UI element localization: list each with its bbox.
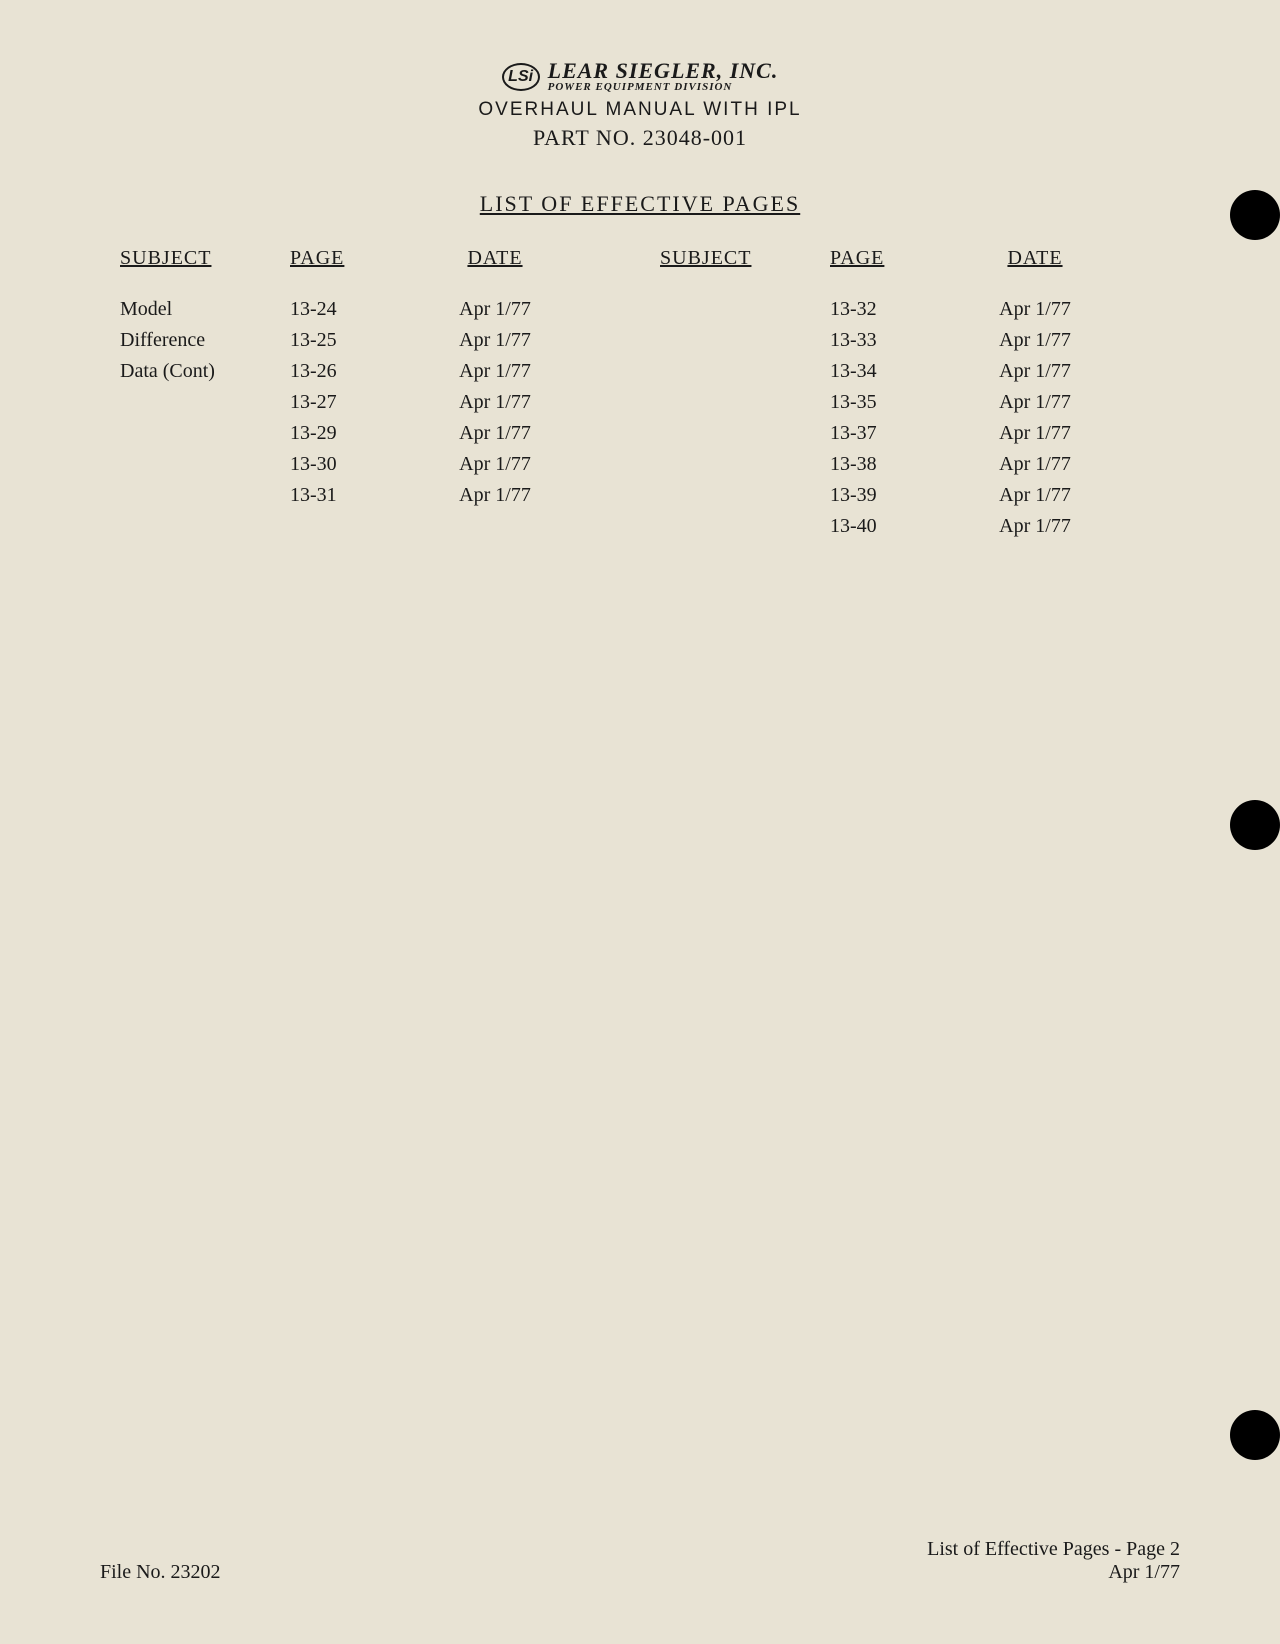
punch-hole xyxy=(1230,1410,1280,1460)
table-row: Data (Cont)13-26Apr 1/77 xyxy=(120,356,620,387)
cell-subject xyxy=(660,511,830,542)
cell-page: 13-37 xyxy=(830,418,960,449)
table-row: 13-33Apr 1/77 xyxy=(660,325,1160,356)
cell-subject xyxy=(660,418,830,449)
cell-page: 13-33 xyxy=(830,325,960,356)
cell-date: Apr 1/77 xyxy=(960,418,1110,449)
cell-subject xyxy=(660,480,830,511)
table-header-row: SUBJECT PAGE DATE xyxy=(120,247,620,270)
punch-hole xyxy=(1230,800,1280,850)
company-title: LEAR SIEGLER, INC. xyxy=(548,60,779,82)
table-row: 13-29Apr 1/77 xyxy=(120,418,620,449)
column-header-subject: SUBJECT xyxy=(120,247,290,270)
cell-page: 13-39 xyxy=(830,480,960,511)
document-header: LSi LEAR SIEGLER, INC. POWER EQUIPMENT D… xyxy=(100,60,1180,151)
cell-date: Apr 1/77 xyxy=(960,387,1110,418)
cell-subject xyxy=(660,449,830,480)
cell-page: 13-40 xyxy=(830,511,960,542)
cell-subject: Data (Cont) xyxy=(120,356,290,387)
column-header-date: DATE xyxy=(960,247,1110,270)
column-header-date: DATE xyxy=(420,247,570,270)
manual-title: OVERHAUL MANUAL WITH IPL xyxy=(100,99,1180,121)
punch-hole xyxy=(1230,190,1280,240)
cell-subject xyxy=(120,387,290,418)
cell-date: Apr 1/77 xyxy=(420,449,570,480)
company-subtitle: POWER EQUIPMENT DIVISION xyxy=(548,82,779,93)
section-title: LIST OF EFFECTIVE PAGES xyxy=(100,191,1180,217)
cell-date: Apr 1/77 xyxy=(960,480,1110,511)
cell-subject xyxy=(660,325,830,356)
table-row: 13-34Apr 1/77 xyxy=(660,356,1160,387)
table-row: 13-40Apr 1/77 xyxy=(660,511,1160,542)
cell-page: 13-38 xyxy=(830,449,960,480)
effective-pages-table: SUBJECT PAGE DATE Model13-24Apr 1/77Diff… xyxy=(100,247,1180,542)
footer-page-label: List of Effective Pages - Page 2 xyxy=(927,1538,1180,1561)
table-row: 13-32Apr 1/77 xyxy=(660,294,1160,325)
cell-subject xyxy=(660,356,830,387)
cell-date: Apr 1/77 xyxy=(420,294,570,325)
footer-date: Apr 1/77 xyxy=(927,1561,1180,1584)
part-number: PART NO. 23048-001 xyxy=(100,125,1180,151)
cell-subject xyxy=(120,480,290,511)
cell-page: 13-26 xyxy=(290,356,420,387)
footer-right: List of Effective Pages - Page 2 Apr 1/7… xyxy=(927,1538,1180,1584)
cell-subject xyxy=(660,387,830,418)
cell-date: Apr 1/77 xyxy=(420,480,570,511)
cell-subject xyxy=(120,418,290,449)
cell-date: Apr 1/77 xyxy=(420,325,570,356)
cell-page: 13-30 xyxy=(290,449,420,480)
cell-page: 13-35 xyxy=(830,387,960,418)
cell-date: Apr 1/77 xyxy=(960,294,1110,325)
column-header-subject: SUBJECT xyxy=(660,247,830,270)
company-logo-icon: LSi xyxy=(502,63,540,91)
company-name-block: LEAR SIEGLER, INC. POWER EQUIPMENT DIVIS… xyxy=(548,60,779,93)
cell-date: Apr 1/77 xyxy=(420,356,570,387)
document-footer: File No. 23202 List of Effective Pages -… xyxy=(100,1538,1180,1584)
table-right-column: SUBJECT PAGE DATE 13-32Apr 1/7713-33Apr … xyxy=(660,247,1160,542)
cell-subject xyxy=(120,449,290,480)
table-row: 13-30Apr 1/77 xyxy=(120,449,620,480)
footer-file-number: File No. 23202 xyxy=(100,1561,221,1584)
cell-date: Apr 1/77 xyxy=(420,387,570,418)
cell-page: 13-27 xyxy=(290,387,420,418)
table-row: 13-38Apr 1/77 xyxy=(660,449,1160,480)
cell-page: 13-29 xyxy=(290,418,420,449)
table-row: Difference13-25Apr 1/77 xyxy=(120,325,620,356)
table-header-row: SUBJECT PAGE DATE xyxy=(660,247,1160,270)
cell-date: Apr 1/77 xyxy=(960,449,1110,480)
column-header-page: PAGE xyxy=(290,247,420,270)
cell-subject xyxy=(660,294,830,325)
cell-page: 13-24 xyxy=(290,294,420,325)
table-row: Model13-24Apr 1/77 xyxy=(120,294,620,325)
table-row: 13-37Apr 1/77 xyxy=(660,418,1160,449)
cell-date: Apr 1/77 xyxy=(960,325,1110,356)
cell-page: 13-25 xyxy=(290,325,420,356)
table-row: 13-39Apr 1/77 xyxy=(660,480,1160,511)
logo-line: LSi LEAR SIEGLER, INC. POWER EQUIPMENT D… xyxy=(100,60,1180,93)
cell-page: 13-31 xyxy=(290,480,420,511)
column-header-page: PAGE xyxy=(830,247,960,270)
cell-date: Apr 1/77 xyxy=(960,511,1110,542)
cell-page: 13-34 xyxy=(830,356,960,387)
table-row: 13-31Apr 1/77 xyxy=(120,480,620,511)
cell-date: Apr 1/77 xyxy=(420,418,570,449)
cell-subject: Difference xyxy=(120,325,290,356)
table-row: 13-35Apr 1/77 xyxy=(660,387,1160,418)
table-row: 13-27Apr 1/77 xyxy=(120,387,620,418)
table-left-column: SUBJECT PAGE DATE Model13-24Apr 1/77Diff… xyxy=(120,247,620,542)
cell-date: Apr 1/77 xyxy=(960,356,1110,387)
cell-subject: Model xyxy=(120,294,290,325)
cell-page: 13-32 xyxy=(830,294,960,325)
